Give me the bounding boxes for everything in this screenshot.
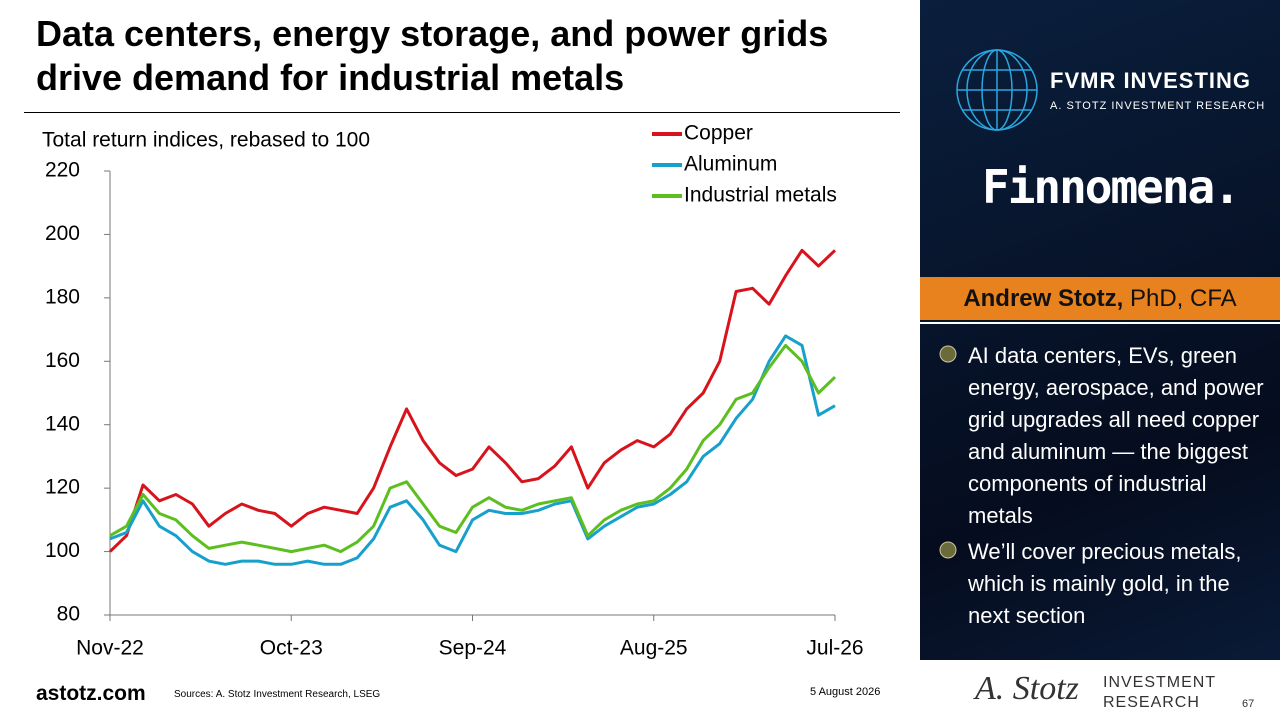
chart-subtitle: Total return indices, rebased to 100	[42, 129, 370, 152]
legend-label: Copper	[684, 122, 753, 145]
bullet-icon	[939, 541, 957, 559]
legend-label: Aluminum	[684, 153, 777, 176]
title-rule	[24, 112, 900, 113]
slide-title: Data centers, energy storage, and power …	[36, 13, 829, 98]
x-tick-label: Sep-24	[439, 637, 507, 660]
brand-sub: A. STOTZ INVESTMENT RESEARCH	[1050, 100, 1266, 112]
y-tick-label: 220	[45, 159, 80, 182]
legend-label: Industrial metals	[684, 184, 837, 207]
y-tick-label: 100	[45, 539, 80, 562]
y-tick-label: 160	[45, 349, 80, 372]
y-tick-label: 120	[45, 476, 80, 499]
logo-line1: INVESTMENT	[1103, 674, 1217, 691]
bullet-text: AI data centers, EVs, green energy, aero…	[968, 343, 1264, 528]
site: astotz.com	[36, 682, 146, 705]
partner-logo: Finnomena.	[982, 160, 1241, 214]
chart: Total return indices, rebased to 100 80 1…	[42, 122, 864, 660]
logo-line2: RESEARCH	[1103, 694, 1200, 711]
bullet-text: We’ll cover precious metals, which is ma…	[968, 539, 1242, 628]
presenter-rule	[920, 322, 1280, 324]
globe-logo	[956, 49, 1038, 131]
signature: A. Stotz	[975, 670, 1079, 707]
presenter-credentials: PhD, CFA	[1129, 285, 1237, 312]
brand: FVMR INVESTING	[1050, 68, 1252, 93]
y-tick-label: 80	[57, 603, 80, 626]
date: 5 August 2026	[810, 686, 881, 698]
sources: Sources: A. Stotz Investment Research, L…	[174, 689, 381, 700]
y-tick-label: 200	[45, 222, 80, 245]
presenter-bar: Andrew Stotz, PhD, CFA	[920, 277, 1280, 320]
x-tick-label: Oct-23	[260, 637, 323, 660]
x-tick-label: Nov-22	[76, 637, 144, 660]
series-line	[108, 248, 837, 553]
series-line	[109, 343, 837, 554]
presenter-name: Andrew Stotz,	[963, 285, 1124, 312]
bullet-icon	[939, 345, 957, 363]
page-number: 67	[1242, 698, 1255, 710]
x-tick-label: Aug-25	[620, 637, 688, 660]
y-tick-label: 180	[45, 285, 80, 308]
series-line	[109, 334, 836, 566]
y-tick-label: 140	[45, 412, 80, 435]
x-tick-label: Jul-26	[806, 637, 863, 660]
